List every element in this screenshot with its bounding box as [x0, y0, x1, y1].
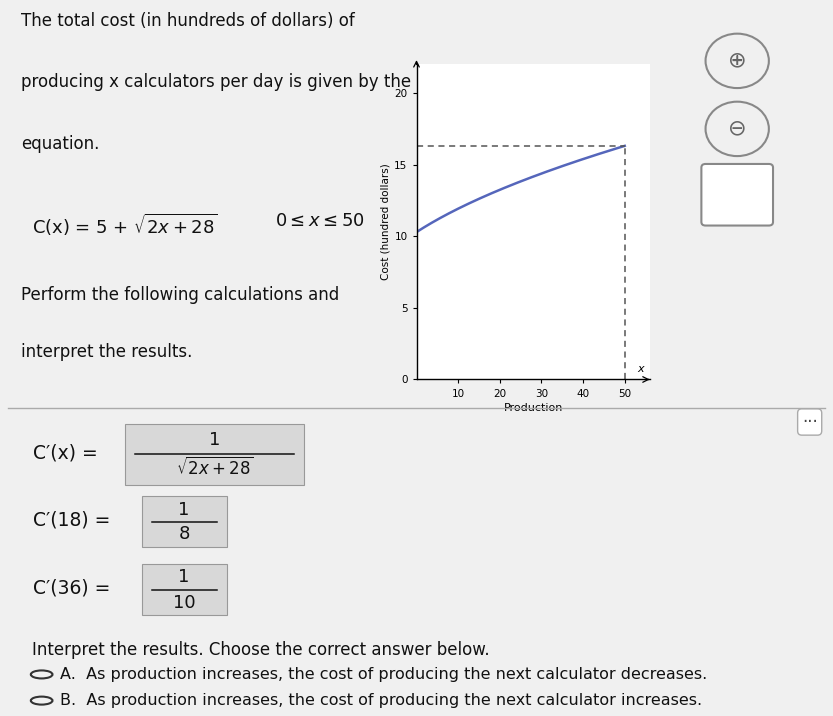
- Text: $0 \leq x \leq 50$: $0 \leq x \leq 50$: [275, 212, 365, 231]
- Text: 10: 10: [172, 594, 196, 611]
- X-axis label: Production: Production: [503, 402, 563, 412]
- FancyBboxPatch shape: [142, 496, 227, 547]
- Text: 1: 1: [178, 500, 190, 518]
- Text: ···: ···: [802, 413, 817, 431]
- Point: [130, 450, 140, 458]
- Text: 1: 1: [178, 569, 190, 586]
- Text: interpret the results.: interpret the results.: [21, 343, 192, 361]
- Text: 8: 8: [178, 526, 190, 543]
- Point: [212, 518, 222, 526]
- Text: C′(36) =: C′(36) =: [33, 579, 111, 598]
- Y-axis label: Cost (hundred dollars): Cost (hundred dollars): [380, 163, 390, 281]
- Point: [147, 518, 157, 526]
- Text: x: x: [637, 364, 644, 374]
- Text: A.  As production increases, the cost of producing the next calculator decreases: A. As production increases, the cost of …: [60, 667, 707, 682]
- Text: B.  As production increases, the cost of producing the next calculator increases: B. As production increases, the cost of …: [60, 693, 702, 708]
- Text: C(x) = 5 + $\sqrt{2x+28}$: C(x) = 5 + $\sqrt{2x+28}$: [32, 212, 217, 238]
- FancyBboxPatch shape: [125, 424, 304, 485]
- Point: [212, 586, 222, 594]
- FancyBboxPatch shape: [142, 564, 227, 615]
- Text: $\sqrt{2x+28}$: $\sqrt{2x+28}$: [176, 457, 254, 479]
- Text: ⊕: ⊕: [728, 51, 746, 71]
- Text: producing x calculators per day is given by the: producing x calculators per day is given…: [21, 74, 411, 92]
- Text: ⧉: ⧉: [731, 185, 743, 204]
- Point: [289, 450, 299, 458]
- Text: +: +: [731, 54, 744, 68]
- Text: Perform the following calculations and: Perform the following calculations and: [21, 286, 339, 304]
- Text: ⊖: ⊖: [728, 119, 746, 139]
- Text: equation.: equation.: [21, 135, 99, 153]
- Point: [147, 586, 157, 594]
- Text: Interpret the results. Choose the correct answer below.: Interpret the results. Choose the correc…: [32, 641, 489, 659]
- Text: 1: 1: [209, 432, 221, 450]
- Text: C′(18) =: C′(18) =: [33, 511, 111, 530]
- Text: C′(x) =: C′(x) =: [33, 443, 98, 463]
- Text: The total cost (in hundreds of dollars) of: The total cost (in hundreds of dollars) …: [21, 12, 355, 30]
